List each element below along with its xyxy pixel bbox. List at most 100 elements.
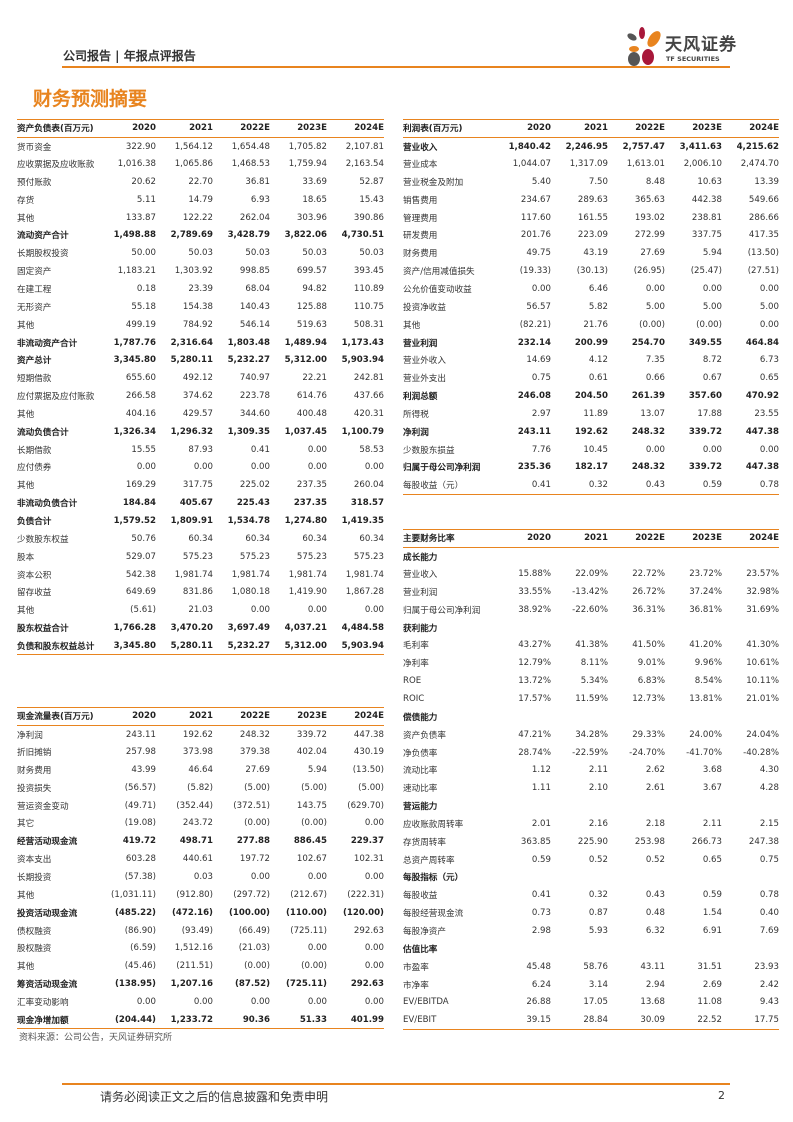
cell-value: 303.96 <box>296 212 327 223</box>
cell-value: 6.83% <box>637 676 665 687</box>
page-number: 2 <box>718 1089 725 1102</box>
row-label: 营业利润 <box>403 338 438 349</box>
table-row: 流动负债合计 1,326.34 1,296.32 1,309.35 1,037.45 1,… <box>17 423 384 441</box>
row-label: 利润总额 <box>403 392 438 403</box>
cell-value: 143.75 <box>296 800 327 811</box>
cell-value: 3,428.79 <box>227 230 270 241</box>
row-label: 归属于母公司净利润 <box>403 463 481 474</box>
cell-value: (204.44) <box>114 1014 156 1025</box>
table-row: 其他 (45.46) (211.51) (0.00) (0.00) 0.00 <box>17 957 384 975</box>
cell-value: 234.67 <box>520 194 551 205</box>
cell-value: 223.09 <box>577 230 608 241</box>
table-row: 在建工程 0.18 23.39 68.04 94.82 110.89 <box>17 280 384 298</box>
cell-value: 3,411.63 <box>679 141 722 152</box>
year-header: 2022E <box>213 119 270 138</box>
cell-value: 2.62 <box>645 765 665 776</box>
table-row: 应付债券 0.00 0.00 0.00 0.00 0.00 <box>17 459 384 477</box>
table-row: 少数股东权益 50.76 60.34 60.34 60.34 60.34 <box>17 530 384 548</box>
year-header: 2020 <box>99 707 156 726</box>
cell-value: (13.50) <box>747 248 779 259</box>
year-header: 2023E <box>270 707 327 726</box>
cell-value: 655.60 <box>125 373 156 384</box>
cell-value: -41.70% <box>686 747 722 758</box>
cell-value: 23.55 <box>754 408 779 419</box>
cell-value: 614.76 <box>296 391 327 402</box>
cell-value: 0.00 <box>250 605 270 616</box>
cell-value <box>665 797 722 815</box>
cell-value: 447.38 <box>745 462 779 473</box>
cell-value: 223.78 <box>239 391 270 402</box>
cell-value: 349.55 <box>688 337 722 348</box>
cell-value: (93.49) <box>181 925 213 936</box>
cell-value: 1,207.16 <box>170 979 213 990</box>
cell-value: 3,345.80 <box>113 355 156 366</box>
table-row: 财务费用 43.99 46.64 27.69 5.94 (13.50) <box>17 761 384 779</box>
cell-value <box>494 869 551 887</box>
cell-value: 5.11 <box>136 194 156 205</box>
table-row: 现金净增加额 (204.44) 1,233.72 90.36 51.33 401.99 <box>17 1011 384 1029</box>
cell-value: 237.35 <box>293 498 327 509</box>
cell-value: 1.12 <box>531 765 551 776</box>
table-row: 流动比率 1.12 2.11 2.62 3.68 4.30 <box>403 761 779 779</box>
table-row: 股权融资 (6.59) 1,512.16 (21.03) 0.00 0.00 <box>17 939 384 957</box>
year-header: 2021 <box>156 119 213 138</box>
cell-value: 50.03 <box>188 248 213 259</box>
cell-value: 192.62 <box>182 729 213 740</box>
cell-value: 402.04 <box>296 747 327 758</box>
cell-value: 339.72 <box>688 426 722 437</box>
table-row: 负债合计 1,579.52 1,809.91 1,534.78 1,274.80 1,41… <box>17 512 384 530</box>
cell-value <box>722 869 779 887</box>
table-row: 利润总额 246.08 204.50 261.39 357.60 470.92 <box>403 387 779 405</box>
cell-value: 0.48 <box>645 908 665 919</box>
cell-value: 37.24% <box>689 586 722 597</box>
cell-value: 0.78 <box>759 890 779 901</box>
cell-value: (5.61) <box>130 605 156 616</box>
cell-value: 21.76 <box>583 319 608 330</box>
cell-value: 68.04 <box>245 284 270 295</box>
cell-value: 13.39 <box>754 176 779 187</box>
cell-value: 43.27% <box>518 640 551 651</box>
year-header: 2022E <box>213 707 270 726</box>
cell-value: 1,037.45 <box>284 426 327 437</box>
cell-value <box>551 940 608 958</box>
cell-value: 2,006.10 <box>683 159 722 170</box>
cell-value: 2,474.70 <box>740 159 779 170</box>
cell-value: 405.67 <box>179 498 213 509</box>
cell-value: 390.86 <box>353 212 384 223</box>
cell-value <box>551 869 608 887</box>
cell-value: (725.11) <box>285 979 327 990</box>
cell-value <box>608 708 665 726</box>
cell-value: 603.28 <box>125 854 156 865</box>
table-row: 存货 5.11 14.79 6.93 18.65 15.43 <box>17 191 384 209</box>
cell-value: 122.22 <box>182 212 213 223</box>
cell-value: 1,512.16 <box>174 943 213 954</box>
cell-value: (19.33) <box>519 266 551 277</box>
cell-value <box>494 547 551 565</box>
cell-value: 498.71 <box>179 836 213 847</box>
cell-value: 699.57 <box>296 266 327 277</box>
cell-value: 430.19 <box>353 747 384 758</box>
table-row: 市盈率 45.48 58.76 43.11 31.51 23.93 <box>403 958 779 976</box>
cell-value: 374.62 <box>182 391 213 402</box>
cell-value <box>494 619 551 637</box>
row-label: 非流动资产合计 <box>17 338 78 349</box>
table-row: 速动比率 1.11 2.10 2.61 3.67 4.28 <box>403 779 779 797</box>
cell-value: 254.70 <box>631 337 665 348</box>
cell-value: 0.00 <box>193 996 213 1007</box>
cell-value: (110.00) <box>285 907 327 918</box>
cell-value: 0.00 <box>364 872 384 883</box>
row-label: 短期借款 <box>17 374 52 385</box>
row-label: 净负债率 <box>403 748 438 759</box>
cell-value: 9.01% <box>637 658 665 669</box>
cell-value: 0.03 <box>193 872 213 883</box>
cell-value: 3,345.80 <box>113 640 156 651</box>
table-row: 成长能力 <box>403 547 779 565</box>
row-label: 债权融资 <box>17 926 52 937</box>
cell-value: 0.00 <box>702 444 722 455</box>
table-row: 公允价值变动收益 0.00 6.46 0.00 0.00 0.00 <box>403 280 779 298</box>
cell-value: 10.45 <box>583 444 608 455</box>
row-label: 应付票据及应付账款 <box>17 392 95 403</box>
row-label: 流动比率 <box>403 766 438 777</box>
table-row: 长期股权投资 50.00 50.03 50.03 50.03 50.03 <box>17 244 384 262</box>
cell-value: 2.61 <box>645 783 665 794</box>
